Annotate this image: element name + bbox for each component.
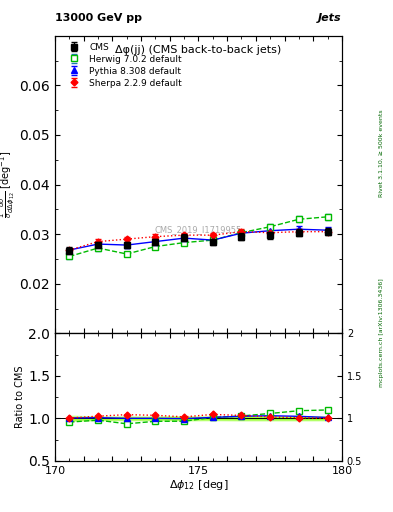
X-axis label: $\Delta\phi_{12}$ [deg]: $\Delta\phi_{12}$ [deg] [169, 478, 228, 493]
Text: 13000 GeV pp: 13000 GeV pp [55, 13, 142, 23]
Text: Δφ(jj) (CMS back-to-back jets): Δφ(jj) (CMS back-to-back jets) [115, 45, 282, 55]
Text: mcplots.cern.ch [arXiv:1306.3436]: mcplots.cern.ch [arXiv:1306.3436] [379, 279, 384, 387]
Text: Rivet 3.1.10, ≥ 500k events: Rivet 3.1.10, ≥ 500k events [379, 110, 384, 198]
Y-axis label: Ratio to CMS: Ratio to CMS [15, 366, 26, 429]
Text: CMS_2019_I1719955: CMS_2019_I1719955 [155, 225, 242, 233]
Legend: CMS, Herwig 7.0.2 default, Pythia 8.308 default, Sherpa 2.2.9 default: CMS, Herwig 7.0.2 default, Pythia 8.308 … [59, 40, 185, 91]
Text: Jets: Jets [318, 13, 342, 23]
Y-axis label: $\frac{1}{\sigma}\frac{d\sigma}{d\Delta\phi_{12}}$ [deg$^{-1}$]: $\frac{1}{\sigma}\frac{d\sigma}{d\Delta\… [0, 151, 17, 218]
